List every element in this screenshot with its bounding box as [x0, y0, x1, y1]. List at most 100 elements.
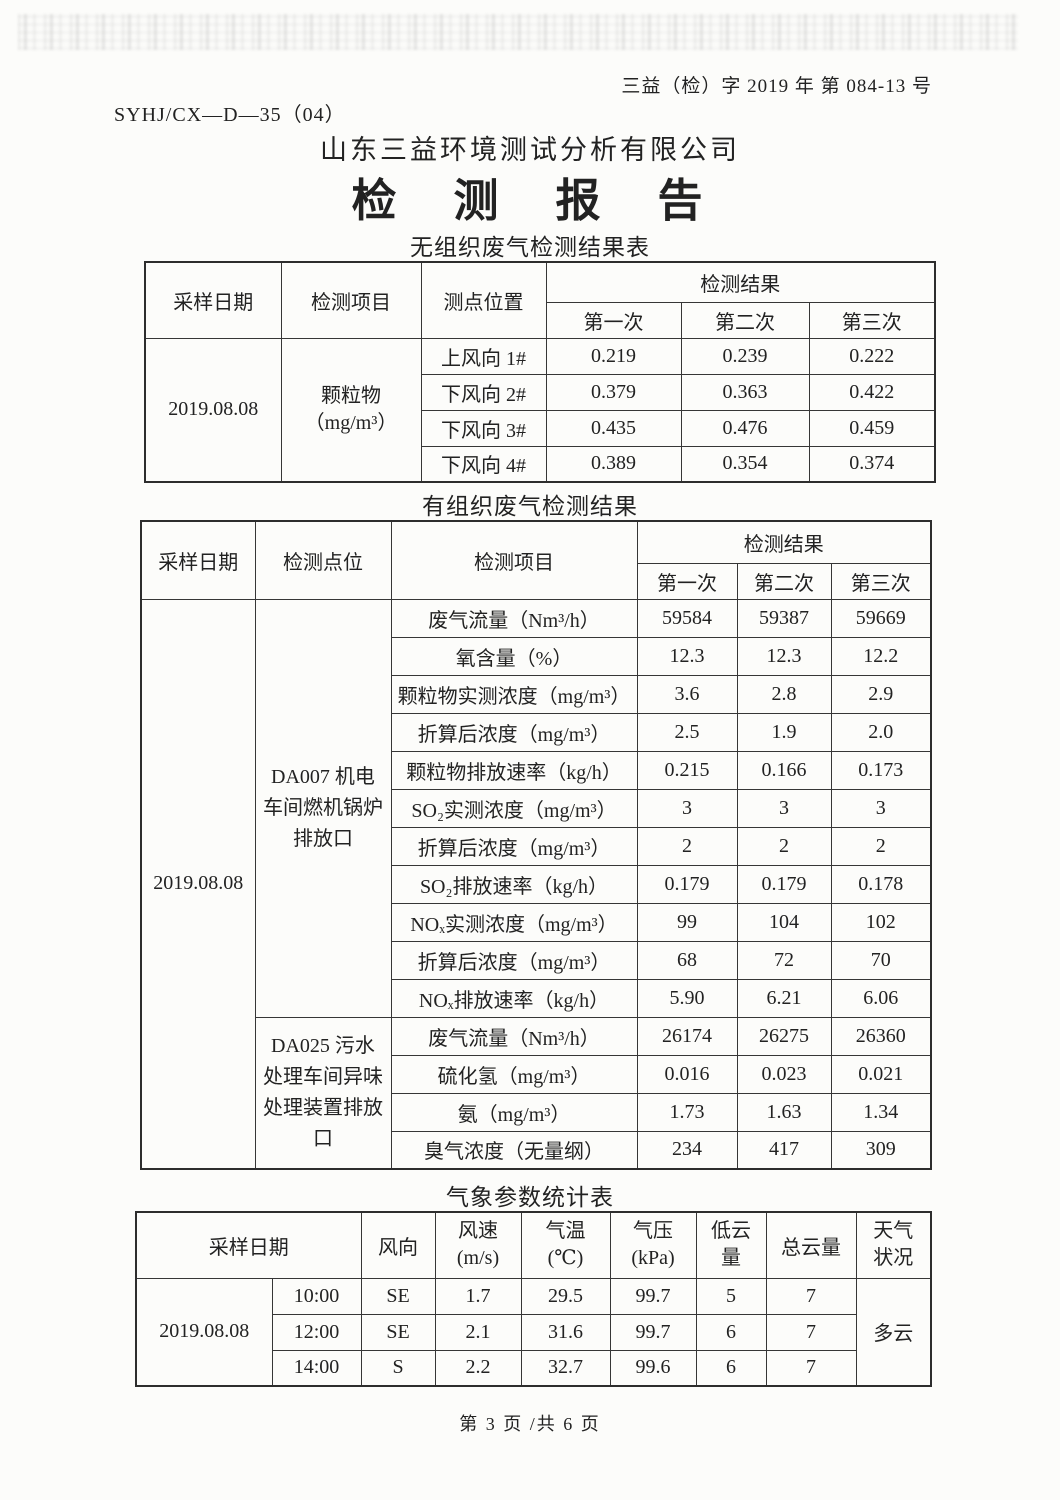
table-row: 氨（mg/m³） 1.73 1.63 1.34 — [141, 1092, 932, 1132]
page-footer: 第 3 页 /共 6 页 — [459, 1414, 601, 1434]
weather-cell: 多云 — [855, 1277, 932, 1387]
form-code: SYHJ/CX—D—35（04） — [114, 104, 346, 126]
table3-title: 气象参数统计表 — [446, 1185, 614, 1210]
table-row: 折算后浓度（mg/m³） 68 72 70 — [141, 940, 932, 980]
result-cell: 0.222 — [808, 337, 936, 375]
wind-speed-cell: 2.2 — [434, 1349, 522, 1387]
table1-title: 无组织废气检测结果表 — [410, 235, 650, 260]
location-cell: 下风向 3# — [420, 409, 547, 447]
result-cell: 102 — [830, 902, 932, 942]
pressure-cell: 99.6 — [609, 1349, 697, 1387]
item-cell: 臭气浓度（无量纲） — [390, 1130, 638, 1170]
result-cell: 2 — [636, 826, 738, 866]
col-header-second: 第二次 — [680, 301, 810, 339]
result-cell: 0.239 — [680, 337, 810, 375]
temp-cell: 31.6 — [520, 1313, 611, 1351]
result-cell: 234 — [636, 1130, 738, 1170]
col-header-second: 第二次 — [736, 562, 832, 600]
time-cell: 12:00 — [271, 1313, 362, 1351]
result-cell: 0.173 — [830, 750, 932, 790]
item-cell: NOₓ排放速率（kg/h） — [390, 978, 638, 1018]
result-cell: 3 — [736, 788, 832, 828]
result-cell: 0.178 — [830, 864, 932, 904]
doc-number: 三益（检）字 2019 年 第 084-13 号 — [621, 76, 932, 97]
col-header-wind-speed: 风速 (m/s) — [434, 1211, 522, 1279]
item-cell: NOₓ实测浓度（mg/m³） — [390, 902, 638, 942]
item-cell: 颗粒物实测浓度（mg/m³） — [390, 674, 638, 714]
col-header-total-cloud: 总云量 — [765, 1211, 857, 1279]
table-row: 下风向 2# 0.379 0.363 0.422 — [145, 373, 936, 411]
date-cell: 2019.08.08 — [144, 337, 282, 483]
report-title: 检 测 报 告 — [351, 176, 709, 226]
result-cell: 3.6 — [636, 674, 738, 714]
table-row: 12:00 SE 2.1 31.6 99.7 6 7 — [136, 1313, 931, 1351]
low-cloud-cell: 6 — [695, 1349, 767, 1387]
item-cell: 折算后浓度（mg/m³） — [390, 940, 638, 980]
col-header-results: 检测结果 — [636, 520, 932, 564]
table-row: 下风向 3# 0.435 0.476 0.459 — [145, 409, 936, 447]
col-header-sample-date: 采样日期 — [140, 520, 256, 600]
organized-gas-table: 采样日期 检测点位 检测项目 检测结果 第一次 第二次 第三次 2019.08.… — [140, 520, 932, 1170]
table-row: 2019.08.08 10:00 SE 1.7 29.5 99.7 5 7 多云 — [135, 1277, 932, 1387]
col-header-test-item: 检测项目 — [280, 261, 422, 339]
result-cell: 0.354 — [680, 445, 810, 483]
table-row: 折算后浓度（mg/m³） 2 2 2 — [141, 826, 932, 866]
item-cell: 氨（mg/m³） — [390, 1092, 638, 1132]
result-cell: 2.8 — [736, 674, 832, 714]
result-cell: 0.422 — [808, 373, 936, 411]
location-cell: 下风向 4# — [420, 445, 547, 483]
col-header-test-item: 检测项目 — [390, 520, 638, 600]
col-header-pressure: 气压 (kPa) — [609, 1211, 697, 1279]
result-cell: 309 — [830, 1130, 932, 1170]
pressure-cell: 99.7 — [609, 1313, 697, 1351]
date-cell: 2019.08.08 — [135, 1277, 273, 1387]
table-row: SO₂实测浓度（mg/m³） 3 3 3 — [141, 788, 932, 828]
result-cell: 0.379 — [545, 373, 682, 411]
total-cloud-cell: 7 — [765, 1349, 857, 1387]
result-cell: 2.0 — [830, 712, 932, 752]
result-cell: 417 — [736, 1130, 832, 1170]
result-cell: 0.179 — [736, 864, 832, 904]
wind-dir-cell: SE — [360, 1313, 436, 1351]
col-header-temperature: 气温 (℃) — [520, 1211, 611, 1279]
wind-dir-cell: SE — [360, 1277, 436, 1315]
result-cell: 1.9 — [736, 712, 832, 752]
result-cell: 6.06 — [830, 978, 932, 1018]
result-cell: 0.389 — [545, 445, 682, 483]
low-cloud-cell: 6 — [695, 1313, 767, 1351]
item-cell: SO₂排放速率（kg/h） — [390, 864, 638, 904]
table2-title: 有组织废气检测结果 — [422, 494, 638, 519]
col-header-sample-date: 采样日期 — [144, 261, 282, 339]
result-cell: 59669 — [830, 598, 932, 638]
result-cell: 104 — [736, 902, 832, 942]
pressure-cell: 99.7 — [609, 1277, 697, 1315]
col-header-third: 第三次 — [808, 301, 936, 339]
total-cloud-cell: 7 — [765, 1277, 857, 1315]
item-cell: 折算后浓度（mg/m³） — [390, 712, 638, 752]
col-header-sample-date: 采样日期 — [135, 1211, 362, 1279]
wind-speed-cell: 1.7 — [434, 1277, 522, 1315]
col-header-first: 第一次 — [545, 301, 682, 339]
result-cell: 3 — [830, 788, 932, 828]
result-cell: 12.2 — [830, 636, 932, 676]
total-cloud-cell: 7 — [765, 1313, 857, 1351]
col-header-first: 第一次 — [636, 562, 738, 600]
result-cell: 0.021 — [830, 1054, 932, 1094]
table-row: 2019.08.08 DA007 机电车间燃机锅炉排放口 废气流量（Nm³/h）… — [140, 598, 932, 1170]
item-cell: 废气流量（Nm³/h） — [390, 598, 638, 638]
time-cell: 10:00 — [271, 1277, 362, 1315]
result-cell: 0.476 — [680, 409, 810, 447]
result-cell: 1.73 — [636, 1092, 738, 1132]
col-header-point: 检测点位 — [254, 520, 392, 600]
result-cell: 12.3 — [636, 636, 738, 676]
date-cell: 2019.08.08 — [140, 598, 256, 1170]
temp-cell: 29.5 — [520, 1277, 611, 1315]
result-cell: 5.90 — [636, 978, 738, 1018]
result-cell: 2 — [830, 826, 932, 866]
table-row: 14:00 S 2.2 32.7 99.6 6 7 — [136, 1349, 931, 1387]
result-cell: 12.3 — [736, 636, 832, 676]
result-cell: 0.219 — [545, 337, 682, 375]
result-cell: 26174 — [636, 1016, 738, 1056]
col-header-location: 测点位置 — [420, 261, 547, 339]
